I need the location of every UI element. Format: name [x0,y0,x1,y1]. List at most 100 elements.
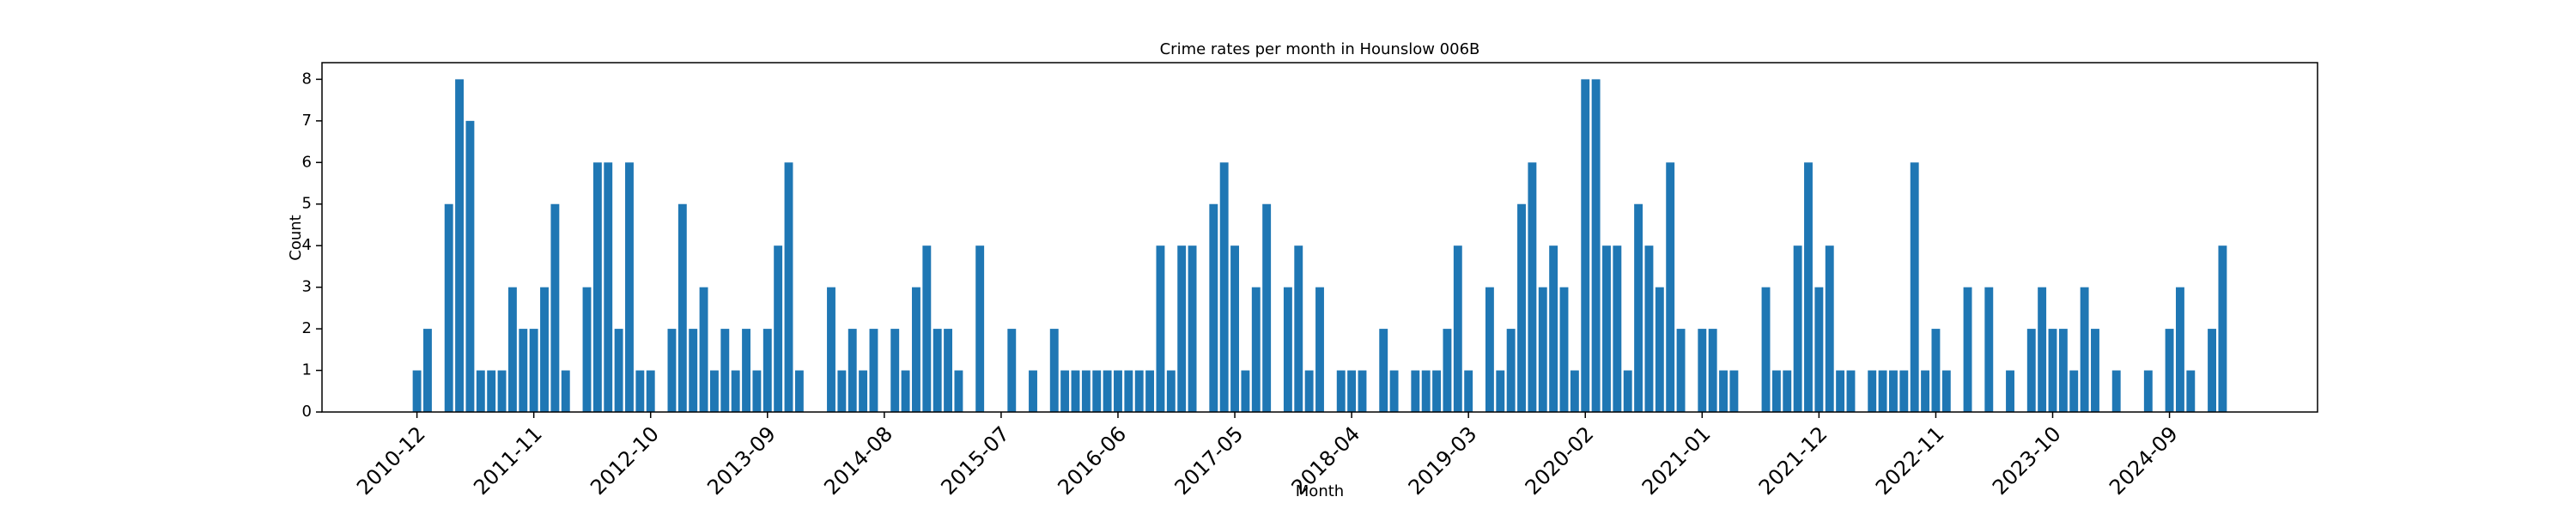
bar [901,370,910,412]
bar [1294,245,1303,412]
bar [1761,287,1771,412]
bar [699,287,708,412]
y-tick-label: 3 [302,278,312,296]
bar [2143,370,2153,412]
bar [762,329,772,412]
bar [1984,287,1994,412]
bar [720,329,730,412]
bar [837,370,847,412]
bar [487,370,496,412]
bar [1655,287,1664,412]
bar [1443,329,1452,412]
bar [794,370,804,412]
y-tick-label: 2 [302,319,312,337]
bar [1889,370,1898,412]
bar [1134,370,1144,412]
bar [1432,370,1442,412]
bar [1517,203,1526,412]
bar [1379,329,1388,412]
x-tick-label: 2021-12 [1754,421,1832,500]
bar [944,329,953,412]
bar [1708,329,1717,412]
bar [1315,287,1324,412]
bar [1145,370,1155,412]
bar [1485,287,1494,412]
bar [1506,329,1516,412]
bar [1963,287,1972,412]
bar [784,162,793,413]
bar [519,329,528,412]
bar [540,287,549,412]
bar [1230,245,1239,412]
bar [1899,370,1909,412]
bar [1049,329,1059,412]
bar [689,329,698,412]
bar [2048,329,2057,412]
bar [2165,329,2174,412]
bar [1071,370,1080,412]
bar [1825,245,1834,412]
bar [1209,203,1218,412]
bar [954,370,963,412]
bar [1188,245,1197,412]
x-tick-label: 2012-10 [586,421,664,500]
bar [1060,370,1070,412]
bar [848,329,857,412]
bar [933,329,942,412]
bar [1591,79,1601,412]
bar [1783,370,1792,412]
bar [1719,370,1728,412]
bar [2111,370,2121,412]
y-tick-label: 7 [302,112,312,130]
bar [423,329,432,412]
bar [1676,329,1686,412]
bar [1304,370,1314,412]
bar [2091,329,2099,412]
bar [2006,370,2014,412]
bar [1941,370,1951,412]
y-tick-label: 0 [302,403,312,421]
bar [1241,370,1250,412]
bar [1496,370,1505,412]
bar [1836,370,1845,412]
bar [2218,245,2227,412]
bar [550,203,560,412]
bar [1644,245,1654,412]
y-axis-label: Count [287,215,305,260]
bar [774,245,783,412]
x-tick-label: 2014-08 [819,421,897,500]
bar [2058,329,2068,412]
bar [1528,162,1537,413]
bar [1421,370,1431,412]
x-tick-label: 2024-09 [2105,421,2183,500]
x-tick-label: 2019-03 [1404,421,1482,500]
bar [1538,287,1547,412]
y-tick-label: 4 [302,236,312,254]
bar [667,329,677,412]
bar [455,79,465,412]
bar [752,370,762,412]
bar [1336,370,1346,412]
bar [1156,245,1165,412]
bar [497,370,507,412]
bar [1114,370,1122,412]
chart-title: Crime rates per month in Hounslow 006B [1160,40,1480,58]
bar [1262,203,1272,412]
bar [1177,245,1187,412]
bar [1453,245,1462,412]
bar [2175,287,2184,412]
bar [827,287,835,412]
bar [1804,162,1813,413]
bar [1029,370,1037,412]
plot-frame [321,62,2318,413]
bar [1389,370,1399,412]
bar [1092,370,1102,412]
bar [975,245,985,412]
x-tick-label: 2013-09 [702,421,781,500]
bar [1878,370,1887,412]
bar [412,370,422,412]
bar [1570,370,1579,412]
bar [1868,370,1877,412]
bar [582,287,592,412]
bar [859,370,868,412]
